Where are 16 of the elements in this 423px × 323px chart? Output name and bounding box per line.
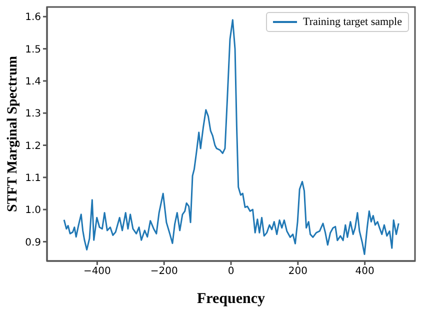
- x-tick-label: 0: [228, 266, 234, 278]
- y-tick-label: 0.9: [25, 237, 41, 248]
- legend-label: Training target sample: [303, 16, 402, 28]
- y-tick-label: 1.3: [25, 108, 41, 120]
- y-tick-label: 1.0: [25, 205, 41, 216]
- y-tick-label: 1.2: [25, 140, 41, 152]
- x-tick-label: −200: [150, 266, 178, 278]
- x-tick-label: −400: [83, 266, 111, 278]
- y-tick-label: 1.1: [25, 172, 41, 184]
- y-tick-label: 1.6: [25, 12, 41, 24]
- y-axis-title: STFT Marginal Spectrum: [6, 56, 20, 212]
- x-tick-label: 200: [288, 266, 308, 278]
- x-axis-title: Frequency: [196, 291, 266, 307]
- y-tick-label: 1.4: [25, 76, 41, 88]
- y-tick-label: 1.5: [25, 44, 41, 56]
- x-tick-label: 400: [355, 266, 374, 278]
